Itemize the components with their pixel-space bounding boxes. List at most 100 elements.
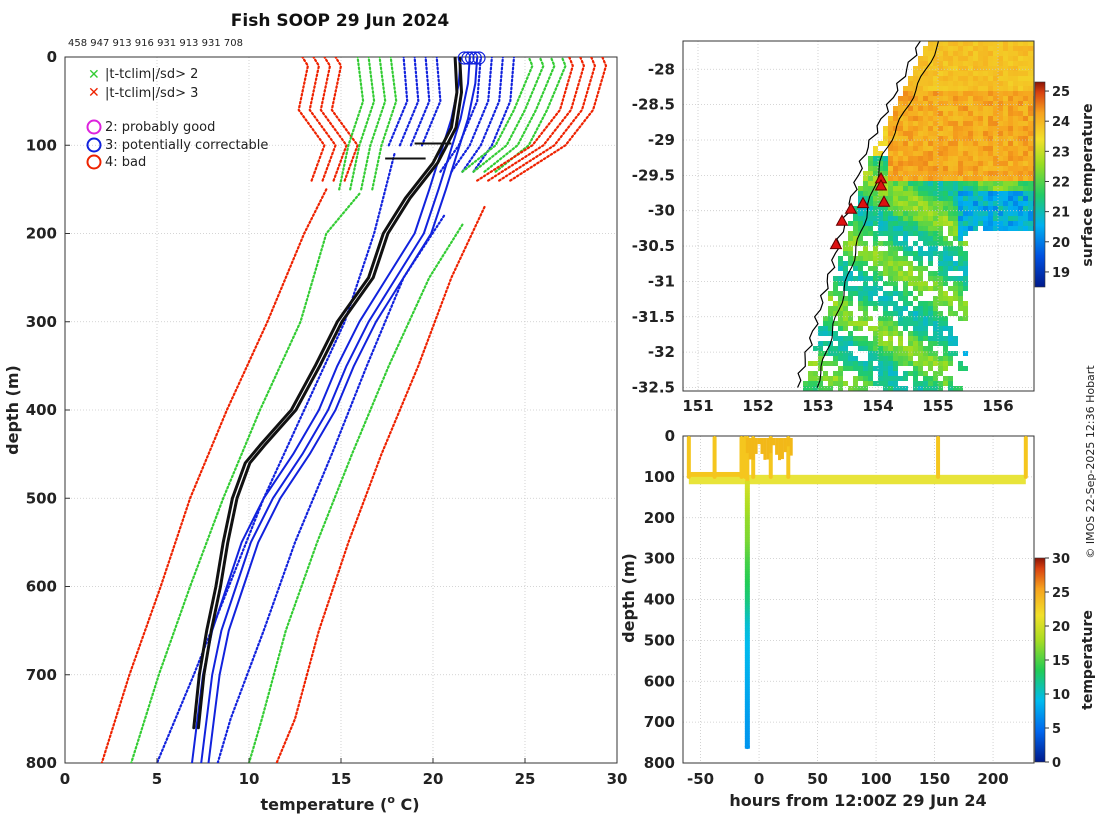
sst-cell (933, 326, 938, 331)
sst-cell (893, 151, 898, 156)
sst-cell (903, 226, 908, 231)
sst-cell (1028, 96, 1033, 101)
sst-cell (943, 166, 948, 171)
sst-cell (818, 346, 823, 351)
sst-cell (868, 316, 873, 321)
sst-cell (898, 311, 903, 316)
sst-cell (918, 181, 923, 186)
sst-cell (948, 101, 953, 106)
sst-cell (1028, 211, 1033, 216)
sst-cell (963, 166, 968, 171)
sst-cell (918, 256, 923, 261)
sst-cell (928, 166, 933, 171)
sst-cell (913, 86, 918, 91)
sst-cell (903, 216, 908, 221)
sst-cell (943, 71, 948, 76)
sst-cell (858, 361, 863, 366)
sst-cell (1003, 196, 1008, 201)
sst-cell (953, 291, 958, 296)
sst-cell (853, 256, 858, 261)
sst-cell (953, 386, 958, 391)
sst-cell (958, 241, 963, 246)
sst-cell (853, 241, 858, 246)
sst-cell (1008, 151, 1013, 156)
sst-cb-tick-label: 23 (1052, 145, 1070, 160)
sst-cell (963, 86, 968, 91)
sst-cell (1003, 151, 1008, 156)
sst-cell (918, 66, 923, 71)
sst-cell (833, 376, 838, 381)
sst-cell (968, 51, 973, 56)
sst-cell (973, 126, 978, 131)
sst-cell (983, 96, 988, 101)
legend-q3-label: 3: potentially correctable (105, 138, 268, 153)
sst-cell (1018, 51, 1023, 56)
sst-cell (928, 346, 933, 351)
sst-cell (993, 101, 998, 106)
sst-cell (983, 156, 988, 161)
sst-cell (903, 106, 908, 111)
sst-cell (888, 226, 893, 231)
sst-cell (893, 301, 898, 306)
sst-cell (848, 331, 853, 336)
sst-cell (968, 106, 973, 111)
sst-cell (888, 296, 893, 301)
sst-cell (818, 356, 823, 361)
sst-cell (878, 271, 883, 276)
sst-cell (848, 221, 853, 226)
sst-cell (888, 301, 893, 306)
sst-cell (1018, 216, 1023, 221)
sst-cell (923, 211, 928, 216)
sst-cell (918, 86, 923, 91)
sst-cell (893, 241, 898, 246)
sst-cell (923, 221, 928, 226)
sst-cell (928, 186, 933, 191)
sst-cell (898, 181, 903, 186)
sst-cell (1028, 131, 1033, 136)
sst-cell (898, 361, 903, 366)
sst-cell (893, 111, 898, 116)
sst-cell (903, 141, 908, 146)
sst-cell (883, 371, 888, 376)
sst-cell (873, 176, 878, 181)
sst-cell (908, 131, 913, 136)
sst-cell (943, 126, 948, 131)
sst-cell (908, 206, 913, 211)
sst-cell (873, 201, 878, 206)
sst-cell (993, 176, 998, 181)
sst-cell (893, 371, 898, 376)
sst-cell (933, 156, 938, 161)
sst-cell (943, 186, 948, 191)
sst-cell (948, 126, 953, 131)
sst-cell (923, 186, 928, 191)
sst-cell (928, 341, 933, 346)
sst-cell (868, 356, 873, 361)
sst-cell (1003, 216, 1008, 221)
sst-cell (848, 276, 853, 281)
sst-cell (918, 261, 923, 266)
sst-cell (938, 231, 943, 236)
profile-series-clim-1sd-deep (216, 214, 446, 763)
sst-cell (963, 226, 968, 231)
sst-cell (883, 211, 888, 216)
sst-cell (838, 291, 843, 296)
profile-xtick-label: 15 (331, 770, 352, 788)
sst-cell (838, 386, 843, 391)
sst-cell (873, 196, 878, 201)
sst-cell (983, 136, 988, 141)
sst-cell (1003, 91, 1008, 96)
sst-cell (938, 221, 943, 226)
sst-cell (963, 301, 968, 306)
sst-cell (933, 91, 938, 96)
sst-cell (938, 366, 943, 371)
sst-cell (963, 121, 968, 126)
sst-cell (918, 191, 923, 196)
sst-cell (943, 181, 948, 186)
sst-cell (898, 106, 903, 111)
sst-cell (843, 311, 848, 316)
sst-cell (963, 101, 968, 106)
sst-cell (1028, 141, 1033, 146)
sst-cell (843, 351, 848, 356)
sst-cell (978, 176, 983, 181)
sst-cell (918, 351, 923, 356)
